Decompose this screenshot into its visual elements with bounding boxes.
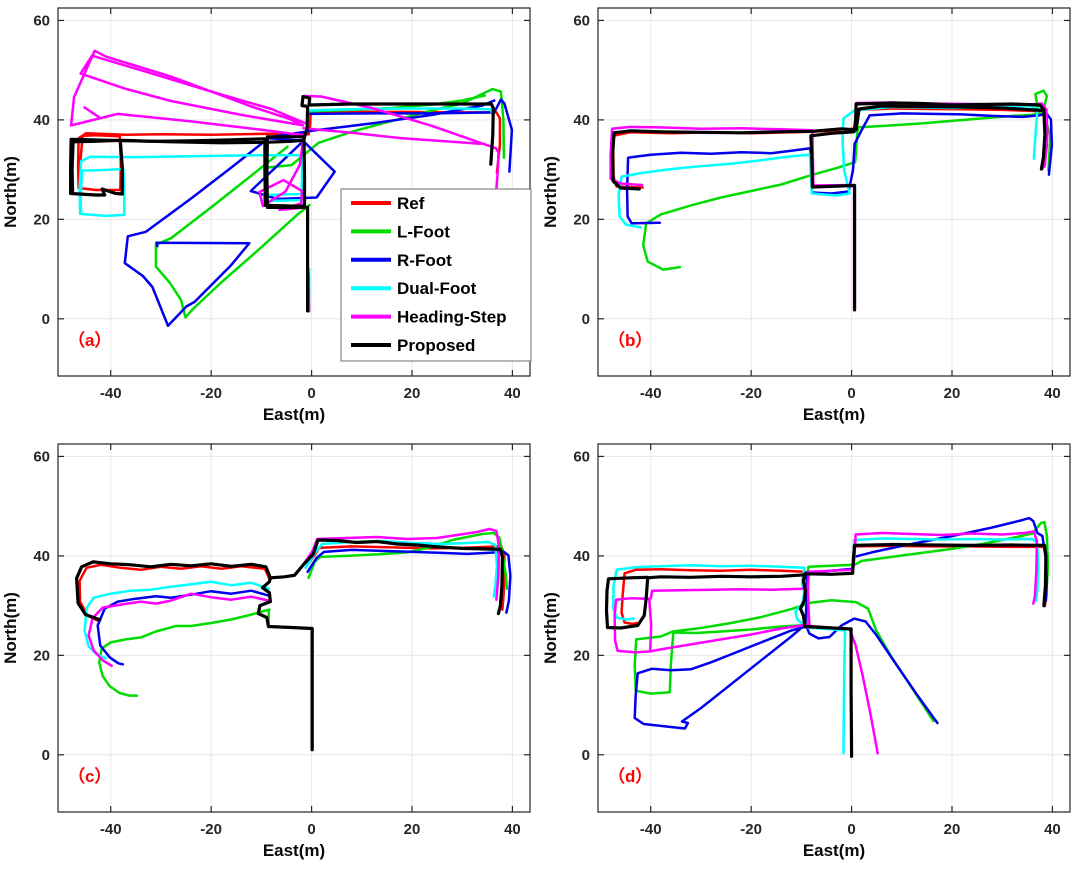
trajectory-proposed xyxy=(610,101,1047,312)
x-tick-label: 0 xyxy=(307,385,315,402)
x-axis-label: East(m) xyxy=(263,405,325,424)
plot-canvas-a: -40 -20 0 20 40 0 20 40 60 East(m) North(m) （a） Ref L… xyxy=(1,7,532,424)
plot-box xyxy=(597,443,1071,813)
legend-label: Heading-Step xyxy=(397,308,507,327)
plot-canvas-c: -40 -20 0 20 40 0 20 40 60 East(m) North(m) （c） xyxy=(1,443,531,860)
x-tick-label: -40 xyxy=(100,821,122,838)
panel-label-c: （c） xyxy=(68,766,111,786)
trajectory-r-foot xyxy=(625,112,1054,225)
plot-canvas-d: -40 -20 0 20 40 0 20 40 60 East(m) North(m) （d） xyxy=(541,443,1071,860)
x-tick-label: -20 xyxy=(200,385,222,402)
y-tick-label: 20 xyxy=(573,647,590,664)
y-tick-label: 0 xyxy=(42,747,50,764)
subplot-d: -40 -20 0 20 40 0 20 40 60 East(m) North(m) （d） xyxy=(540,436,1080,872)
trajectory-proposed xyxy=(74,538,504,752)
legend-label: Dual-Foot xyxy=(397,279,477,298)
y-tick-label: 40 xyxy=(573,548,590,565)
y-tick-label: 0 xyxy=(42,311,50,328)
y-tick-label: 40 xyxy=(573,112,590,129)
panel-label-a: （a） xyxy=(68,330,111,350)
y-tick-label: 40 xyxy=(33,548,50,565)
x-tick-label: 20 xyxy=(404,385,421,402)
trajectory-r-foot xyxy=(633,516,1049,730)
trajectory-dual-foot xyxy=(611,537,1040,755)
trajectory-dual-foot xyxy=(83,539,499,660)
subplot-a: -40 -20 0 20 40 0 20 40 60 East(m) North(m) （a） Ref L… xyxy=(0,0,540,436)
legend-label: R-Foot xyxy=(397,251,452,270)
trajectory-r-foot xyxy=(96,548,512,666)
plot-box xyxy=(597,7,1071,377)
legend-label: Ref xyxy=(397,194,425,213)
y-tick-label: 20 xyxy=(573,211,590,228)
x-tick-label: -20 xyxy=(740,385,762,402)
x-tick-label: 40 xyxy=(1044,385,1061,402)
y-tick-label: 60 xyxy=(33,12,50,29)
trajectory-ref xyxy=(620,544,1049,626)
x-axis-label: East(m) xyxy=(263,841,325,860)
x-tick-label: 40 xyxy=(504,385,521,402)
legend-label: L-Foot xyxy=(397,222,450,241)
y-axis-label: North(m) xyxy=(541,592,560,664)
subplot-c: -40 -20 0 20 40 0 20 40 60 East(m) North(m) （c） xyxy=(0,436,540,872)
trajectory-proposed xyxy=(68,94,495,313)
y-axis-label: North(m) xyxy=(1,156,20,228)
y-tick-label: 20 xyxy=(33,211,50,228)
trajectory-ref xyxy=(78,545,506,622)
gridlines xyxy=(58,444,530,812)
plot-box xyxy=(57,443,531,813)
x-tick-label: 20 xyxy=(944,821,961,838)
trajectory-heading-step xyxy=(87,527,501,751)
x-tick-label: 0 xyxy=(847,821,855,838)
y-tick-label: 60 xyxy=(573,12,590,29)
x-tick-label: 40 xyxy=(504,821,521,838)
plot-canvas-b: -40 -20 0 20 40 0 20 40 60 East(m) North(m) （b） xyxy=(541,7,1071,424)
y-tick-label: 40 xyxy=(33,112,50,129)
trajectory-l-foot xyxy=(633,520,1050,723)
legend-label: Proposed xyxy=(397,336,475,355)
legend: Ref L-Foot R-Foot Dual-Foot Heading-Step Prop… xyxy=(340,188,532,362)
x-tick-label: -40 xyxy=(640,385,662,402)
y-tick-label: 0 xyxy=(582,747,590,764)
x-tick-label: 20 xyxy=(944,385,961,402)
y-tick-label: 60 xyxy=(33,448,50,465)
x-tick-label: 40 xyxy=(1044,821,1061,838)
panel-label-d: （d） xyxy=(608,766,652,786)
x-axis-label: East(m) xyxy=(803,841,865,860)
x-tick-label: 0 xyxy=(847,385,855,402)
x-tick-label: 0 xyxy=(307,821,315,838)
x-tick-label: -40 xyxy=(640,821,662,838)
x-axis-label: East(m) xyxy=(803,405,865,424)
x-tick-label: -20 xyxy=(200,821,222,838)
y-tick-label: 0 xyxy=(582,311,590,328)
y-axis-label: North(m) xyxy=(1,592,20,664)
x-tick-label: -20 xyxy=(740,821,762,838)
y-tick-label: 60 xyxy=(573,448,590,465)
x-tick-label: -40 xyxy=(100,385,122,402)
panel-label-b: （b） xyxy=(608,330,652,350)
subplot-b: -40 -20 0 20 40 0 20 40 60 East(m) North(m) （b） xyxy=(540,0,1080,436)
y-tick-label: 20 xyxy=(33,647,50,664)
y-axis-label: North(m) xyxy=(541,156,560,228)
trajectory-l-foot xyxy=(97,531,509,697)
trajectory-proposed xyxy=(604,542,1048,758)
x-tick-label: 20 xyxy=(404,821,421,838)
trajectory-l-foot xyxy=(641,89,1052,271)
